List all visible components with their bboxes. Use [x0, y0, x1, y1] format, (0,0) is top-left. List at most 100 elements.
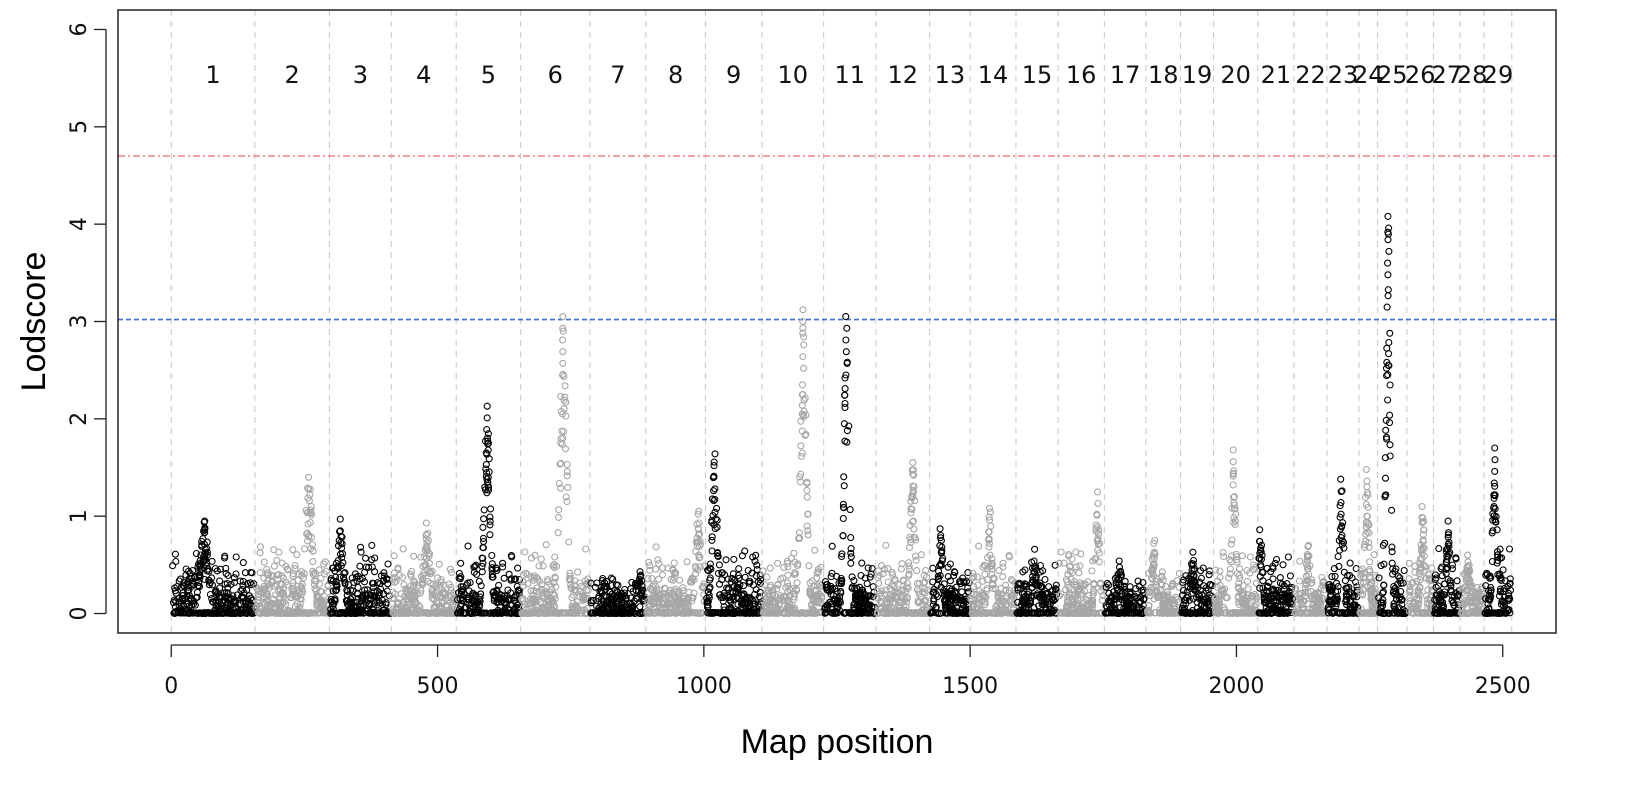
lod-point [327, 575, 335, 583]
lod-point [985, 513, 993, 521]
lod-point [841, 374, 849, 382]
lod-point [1148, 574, 1156, 582]
lod-point [563, 460, 571, 469]
lod-point [627, 607, 635, 615]
lod-point [567, 581, 575, 589]
lod-peak-point [1188, 607, 1197, 615]
lod-point [734, 571, 742, 580]
lod-point [704, 597, 712, 605]
lod-peak-point [799, 306, 807, 314]
lod-peak-point [1189, 595, 1197, 603]
lod-point [695, 530, 704, 538]
lod-point [618, 603, 626, 611]
lod-point [1137, 597, 1145, 606]
lod-point [421, 553, 429, 561]
lod-point [486, 531, 494, 539]
lod-point [901, 596, 909, 604]
chromosome-2-points [252, 473, 332, 618]
lod-point [1269, 564, 1277, 573]
lod-point [933, 593, 941, 601]
lod-point [457, 602, 465, 610]
lod-point [658, 564, 667, 572]
lod-peak-point [636, 568, 644, 576]
lod-point [1272, 555, 1281, 564]
lod-point [692, 547, 700, 556]
lod-point [186, 569, 194, 577]
lod-point [488, 551, 496, 560]
lod-point [710, 487, 718, 495]
lod-point [987, 522, 995, 530]
lod-point [835, 600, 843, 608]
lod-point [390, 552, 398, 560]
lod-point [798, 410, 806, 418]
lod-point [811, 546, 819, 554]
lod-peak-point [1094, 546, 1102, 554]
lod-point [1070, 609, 1078, 617]
lod-point [840, 504, 848, 512]
lod-peak-point [1304, 565, 1312, 573]
lod-point [556, 609, 564, 617]
lod-point [464, 542, 472, 550]
lod-point [1302, 560, 1311, 568]
lod-point [812, 586, 820, 594]
lod-peak-point [201, 517, 209, 525]
lod-point [545, 609, 553, 617]
lod-point [1220, 552, 1228, 561]
lod-peak-point [1151, 536, 1159, 545]
lod-point [733, 593, 741, 602]
lod-point [563, 472, 571, 480]
lod-point [1307, 576, 1316, 584]
lod-point [713, 504, 721, 512]
lod-point [320, 570, 329, 578]
lod-point [888, 593, 896, 601]
lod-point [912, 536, 920, 544]
lod-peak-point [842, 336, 850, 344]
lod-peak-point [559, 359, 567, 367]
lod-point [1072, 583, 1081, 592]
lod-point [412, 598, 420, 606]
lod-point [475, 577, 483, 585]
lod-point [537, 598, 545, 606]
lod-peak-point [483, 402, 491, 410]
lod-point [296, 595, 304, 603]
lod-point [232, 609, 240, 617]
lod-peak-point [1229, 469, 1237, 477]
lod-point [579, 593, 587, 601]
lod-point [962, 606, 970, 614]
lod-point [208, 609, 216, 617]
lod-point [171, 550, 179, 558]
lod-point [795, 534, 803, 542]
lod-point [873, 594, 881, 602]
lod-peak-point [305, 532, 313, 540]
lod-point [222, 564, 230, 572]
lod-point [914, 597, 922, 605]
lod-point [514, 605, 522, 613]
lod-point [1169, 579, 1177, 587]
lod-point [784, 571, 792, 579]
lod-point [704, 609, 712, 617]
lod-point [722, 609, 730, 617]
lod-point [800, 411, 808, 419]
lod-peak-point [800, 364, 808, 372]
lod-peak-point [909, 517, 917, 525]
lod-point [351, 570, 360, 578]
lod-point [867, 609, 875, 617]
lod-point [559, 327, 567, 335]
lod-point [639, 597, 647, 605]
lod-point [1007, 592, 1015, 600]
lod-point [1008, 595, 1016, 603]
lod-point [1214, 600, 1222, 608]
lod-point [1103, 603, 1111, 611]
lod-point [256, 609, 264, 617]
lod-point [510, 576, 519, 584]
lod-point [384, 560, 392, 568]
lod-point [1227, 540, 1235, 548]
lod-peak-point [1256, 584, 1264, 592]
lod-point [357, 543, 365, 551]
lod-point [993, 601, 1001, 609]
lod-point [1260, 593, 1268, 601]
lod-point [550, 579, 558, 587]
lod-point [763, 573, 771, 581]
chromosome-6-points [518, 313, 593, 618]
lod-point [180, 582, 188, 590]
